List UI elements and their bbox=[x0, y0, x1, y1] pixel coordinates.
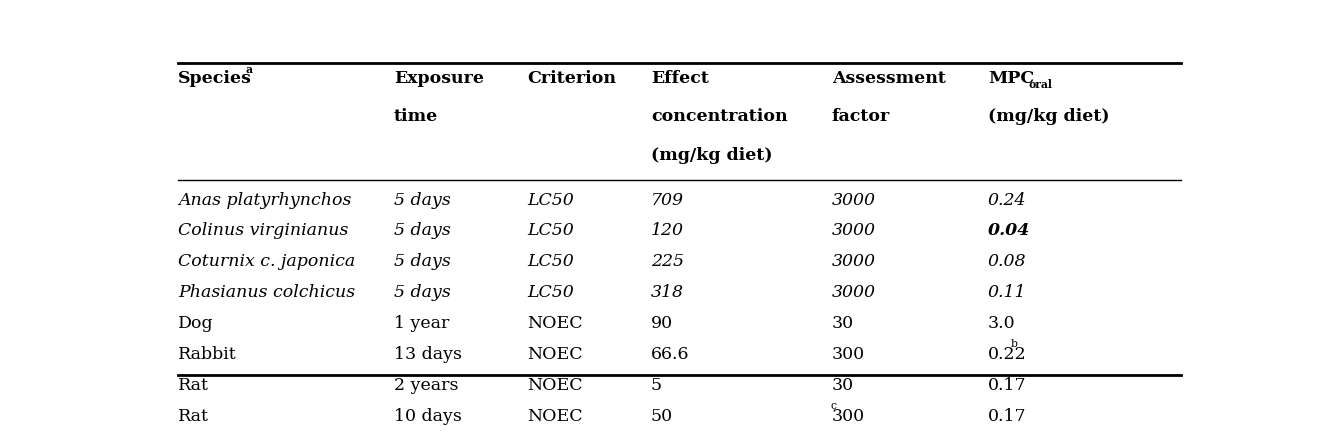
Text: 300: 300 bbox=[831, 346, 865, 363]
Text: 225: 225 bbox=[651, 254, 684, 270]
Text: 0.24: 0.24 bbox=[988, 191, 1026, 209]
Text: MPC: MPC bbox=[988, 70, 1034, 87]
Text: LC50: LC50 bbox=[528, 254, 574, 270]
Text: 30: 30 bbox=[831, 377, 854, 394]
Text: 2 years: 2 years bbox=[394, 377, 459, 394]
Text: 90: 90 bbox=[651, 315, 672, 332]
Text: 5: 5 bbox=[651, 377, 662, 394]
Text: concentration: concentration bbox=[651, 108, 788, 125]
Text: 0.04: 0.04 bbox=[988, 222, 1030, 239]
Text: LC50: LC50 bbox=[528, 284, 574, 302]
Text: 0.08: 0.08 bbox=[988, 254, 1026, 270]
Text: 0.11: 0.11 bbox=[988, 284, 1026, 302]
Text: 3000: 3000 bbox=[831, 284, 875, 302]
Text: NOEC: NOEC bbox=[528, 408, 583, 425]
Text: c: c bbox=[830, 401, 837, 411]
Text: Rat: Rat bbox=[178, 408, 210, 425]
Text: (mg/kg diet): (mg/kg diet) bbox=[651, 146, 772, 164]
Text: time: time bbox=[394, 108, 438, 125]
Text: Assessment: Assessment bbox=[831, 70, 945, 87]
Text: 300: 300 bbox=[831, 408, 865, 425]
Text: Rabbit: Rabbit bbox=[178, 346, 237, 363]
Text: (mg/kg diet): (mg/kg diet) bbox=[988, 108, 1110, 125]
Text: 0.17: 0.17 bbox=[988, 377, 1026, 394]
Text: NOEC: NOEC bbox=[528, 346, 583, 363]
Text: 0.22: 0.22 bbox=[988, 346, 1026, 363]
Text: Exposure: Exposure bbox=[394, 70, 484, 87]
Text: 0.17: 0.17 bbox=[988, 408, 1026, 425]
Text: Coturnix c. japonica: Coturnix c. japonica bbox=[178, 254, 355, 270]
Text: 10 days: 10 days bbox=[394, 408, 461, 425]
Text: Criterion: Criterion bbox=[528, 70, 617, 87]
Text: LC50: LC50 bbox=[528, 222, 574, 239]
Text: Effect: Effect bbox=[651, 70, 708, 87]
Text: NOEC: NOEC bbox=[528, 315, 583, 332]
Text: 3000: 3000 bbox=[831, 222, 875, 239]
Text: 3000: 3000 bbox=[831, 254, 875, 270]
Text: NOEC: NOEC bbox=[528, 377, 583, 394]
Text: Rat: Rat bbox=[178, 377, 210, 394]
Text: Species: Species bbox=[178, 70, 252, 87]
Text: Colinus virginianus: Colinus virginianus bbox=[178, 222, 349, 239]
Text: 66.6: 66.6 bbox=[651, 346, 690, 363]
Text: b: b bbox=[1010, 339, 1017, 349]
Text: 5 days: 5 days bbox=[394, 191, 451, 209]
Text: 3000: 3000 bbox=[831, 191, 875, 209]
Text: 318: 318 bbox=[651, 284, 684, 302]
Text: Dog: Dog bbox=[178, 315, 213, 332]
Text: a: a bbox=[245, 64, 253, 75]
Text: 50: 50 bbox=[651, 408, 672, 425]
Text: 120: 120 bbox=[651, 222, 684, 239]
Text: factor: factor bbox=[831, 108, 890, 125]
Text: Anas platyrhynchos: Anas platyrhynchos bbox=[178, 191, 351, 209]
Text: LC50: LC50 bbox=[528, 191, 574, 209]
Text: 5 days: 5 days bbox=[394, 254, 451, 270]
Text: Phasianus colchicus: Phasianus colchicus bbox=[178, 284, 355, 302]
Text: 30: 30 bbox=[831, 315, 854, 332]
Text: 13 days: 13 days bbox=[394, 346, 461, 363]
Text: 709: 709 bbox=[651, 191, 684, 209]
Text: 5 days: 5 days bbox=[394, 284, 451, 302]
Text: 3.0: 3.0 bbox=[988, 315, 1016, 332]
Text: 1 year: 1 year bbox=[394, 315, 450, 332]
Text: 5 days: 5 days bbox=[394, 222, 451, 239]
Text: oral: oral bbox=[1029, 79, 1053, 90]
